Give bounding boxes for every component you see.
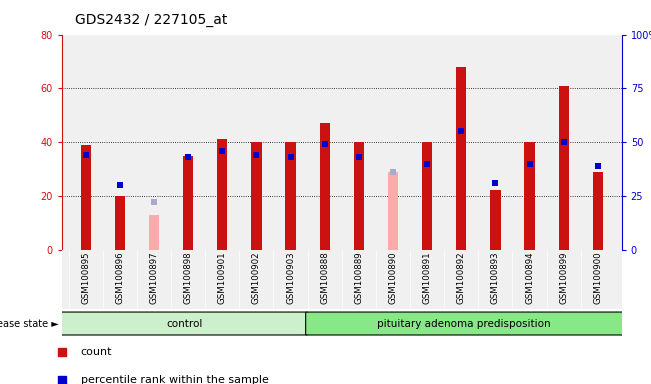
FancyBboxPatch shape <box>56 312 308 335</box>
Text: disease state ►: disease state ► <box>0 318 59 329</box>
Text: GSM100900: GSM100900 <box>593 252 602 304</box>
Bar <box>149 215 159 250</box>
FancyBboxPatch shape <box>306 312 628 335</box>
Text: GSM100895: GSM100895 <box>81 252 90 304</box>
Text: GDS2432 / 227105_at: GDS2432 / 227105_at <box>75 13 227 27</box>
Bar <box>285 142 296 250</box>
Bar <box>456 67 466 250</box>
Text: count: count <box>81 347 112 357</box>
Text: GSM100888: GSM100888 <box>320 252 329 304</box>
Bar <box>422 142 432 250</box>
Bar <box>217 139 227 250</box>
Bar <box>592 172 603 250</box>
Text: GSM100902: GSM100902 <box>252 252 261 304</box>
Bar <box>251 142 262 250</box>
Text: GSM100891: GSM100891 <box>422 252 432 304</box>
Text: percentile rank within the sample: percentile rank within the sample <box>81 375 268 384</box>
Bar <box>81 145 91 250</box>
Text: GSM100899: GSM100899 <box>559 252 568 304</box>
Text: control: control <box>166 318 202 329</box>
Text: GSM100903: GSM100903 <box>286 252 295 304</box>
Text: GSM100893: GSM100893 <box>491 252 500 304</box>
Text: GSM100892: GSM100892 <box>457 252 465 304</box>
Text: pituitary adenoma predisposition: pituitary adenoma predisposition <box>378 318 551 329</box>
Text: GSM100897: GSM100897 <box>150 252 158 304</box>
Bar <box>388 172 398 250</box>
Bar <box>320 123 330 250</box>
Text: GSM100894: GSM100894 <box>525 252 534 304</box>
Text: GSM100896: GSM100896 <box>115 252 124 304</box>
Bar <box>353 142 364 250</box>
Bar <box>183 156 193 250</box>
Text: GSM100901: GSM100901 <box>218 252 227 304</box>
Text: GSM100890: GSM100890 <box>389 252 398 304</box>
Text: GSM100898: GSM100898 <box>184 252 193 304</box>
Bar <box>559 86 569 250</box>
Bar <box>525 142 534 250</box>
Bar <box>490 190 501 250</box>
Text: GSM100889: GSM100889 <box>354 252 363 304</box>
Bar <box>115 196 125 250</box>
